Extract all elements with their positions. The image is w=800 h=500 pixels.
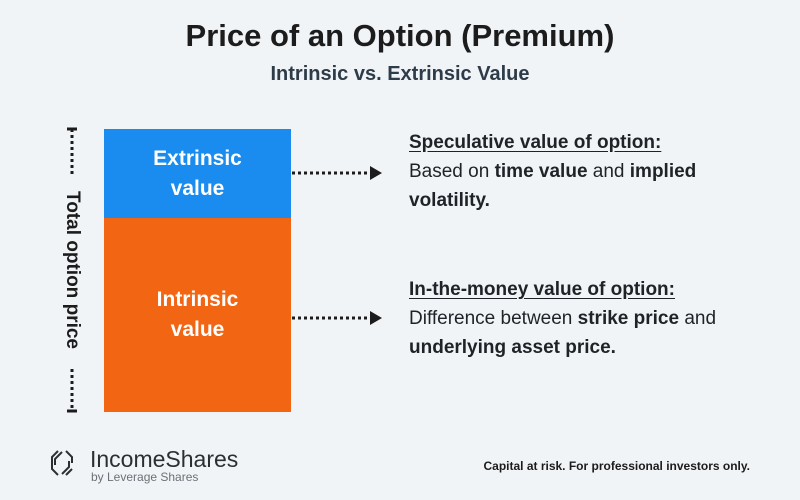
extrinsic-description: Speculative value of option: Based on ti… bbox=[409, 128, 779, 215]
page-title: Price of an Option (Premium) bbox=[185, 18, 615, 53]
extrinsic-label-line1: Extrinsic bbox=[153, 146, 242, 170]
extrinsic-heading: Speculative value of option: bbox=[409, 132, 662, 153]
desc-bold: strike price bbox=[577, 308, 680, 329]
intrinsic-description: In-the-money value of option: Difference… bbox=[409, 275, 779, 362]
intrinsic-arrow-icon bbox=[292, 311, 382, 325]
desc-text: and bbox=[587, 161, 630, 182]
page-subtitle: Intrinsic vs. Extrinsic Value bbox=[270, 63, 530, 85]
desc-text: and bbox=[679, 308, 717, 329]
desc-text: Difference between bbox=[409, 308, 578, 329]
total-option-price-label: Total option price bbox=[62, 191, 83, 349]
desc-text: Based on bbox=[409, 161, 495, 182]
incomeshares-logo-icon bbox=[51, 450, 73, 476]
intrinsic-label-line1: Intrinsic bbox=[156, 288, 239, 311]
brand-subtitle: by Leverage Shares bbox=[91, 470, 199, 484]
desc-bold: time value bbox=[494, 161, 588, 182]
intrinsic-label-line2: value bbox=[170, 318, 225, 341]
desc-bold: underlying asset price. bbox=[409, 337, 616, 358]
extrinsic-arrow-icon bbox=[292, 166, 382, 180]
extrinsic-value-box: Extrinsic value bbox=[104, 129, 291, 218]
intrinsic-heading: In-the-money value of option: bbox=[409, 279, 675, 300]
total-price-bracket bbox=[67, 127, 77, 413]
intrinsic-value-box: Intrinsic value bbox=[104, 218, 291, 412]
extrinsic-label-line2: value bbox=[170, 176, 225, 200]
disclaimer: Capital at risk. For professional invest… bbox=[483, 459, 750, 473]
desc-bold: implied volatility. bbox=[409, 161, 697, 211]
brand-name: IncomeShares bbox=[90, 446, 239, 472]
